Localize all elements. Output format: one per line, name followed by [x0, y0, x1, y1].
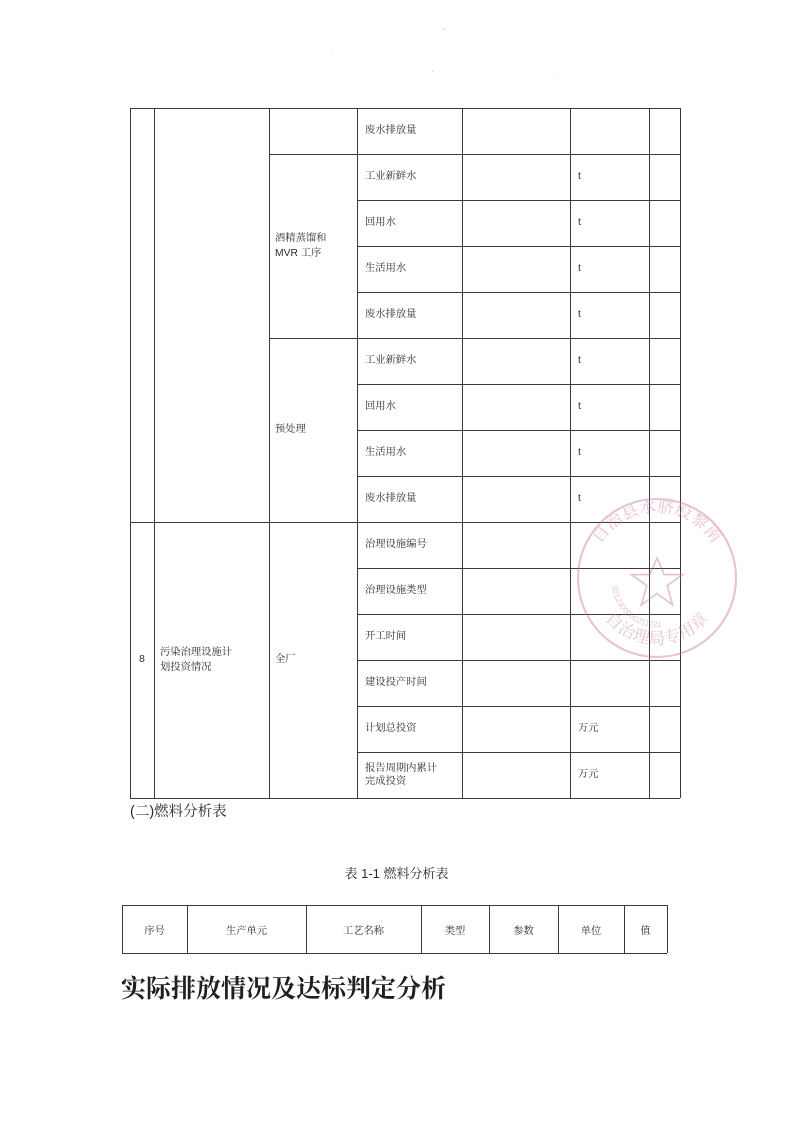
svg-text:自治县水脐股黎南: 自治县水脐股黎南: [585, 493, 729, 547]
